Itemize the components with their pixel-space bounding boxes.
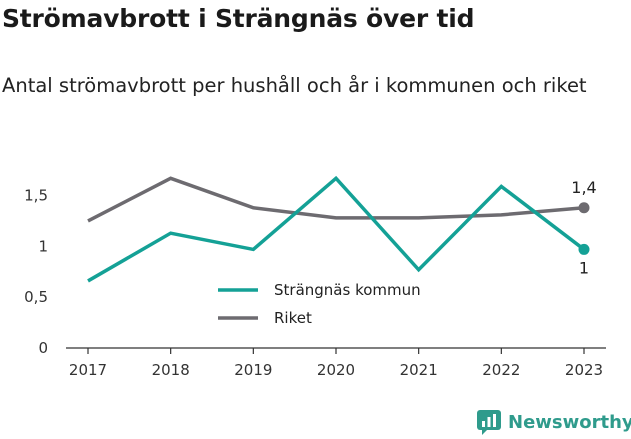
newsworthy-logo: Newsworthy	[476, 409, 631, 435]
x-tick-label: 2023	[565, 361, 603, 379]
chart-subtitle: Antal strömavbrott per hushåll och år i …	[2, 74, 587, 97]
x-tick-label: 2017	[69, 361, 107, 379]
legend-label: Strängnäs kommun	[274, 281, 421, 299]
x-tick-label: 2019	[234, 361, 272, 379]
end-label-riket: 1,4	[571, 178, 596, 197]
x-tick-label: 2021	[400, 361, 438, 379]
y-tick-label: 1,5	[24, 187, 48, 205]
x-tick-label: 2022	[482, 361, 520, 379]
series-line-strangnas	[87, 175, 586, 283]
y-tick-label: 0	[38, 339, 48, 357]
end-point-riket	[578, 202, 590, 214]
x-tick-label: 2018	[152, 361, 190, 379]
series-line-riket	[87, 176, 585, 223]
legend-label: Riket	[274, 309, 312, 327]
end-label-strangnas: 1	[579, 258, 589, 277]
y-tick-label: 0,5	[24, 288, 48, 306]
chart-title: Strömavbrott i Strängnäs över tid	[2, 4, 475, 33]
brand-name: Newsworthy	[508, 411, 631, 433]
end-point-strangnas	[578, 243, 590, 255]
newsworthy-icon	[477, 410, 501, 435]
y-tick-label: 1	[38, 237, 48, 255]
x-tick-label: 2020	[317, 361, 355, 379]
